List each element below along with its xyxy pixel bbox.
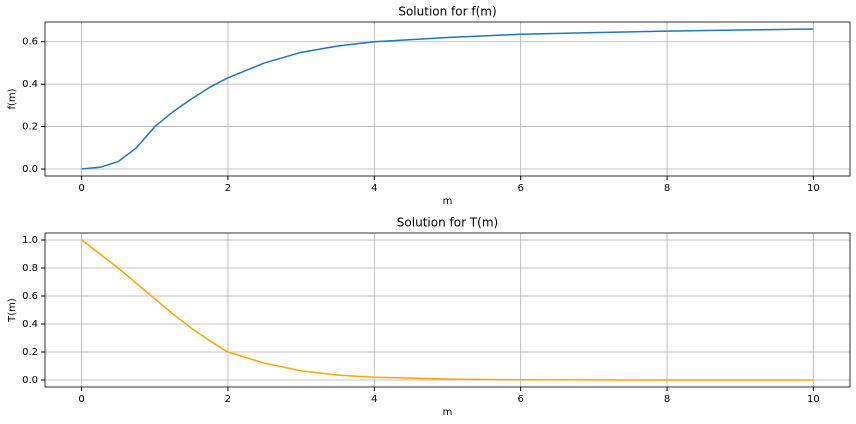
axes-frame: [44, 232, 851, 388]
y-axis-label: f(m): [7, 88, 18, 109]
y-tick-label: 0.2: [22, 122, 38, 133]
y-axis-label: T(m): [7, 298, 18, 323]
x-tick-label: 2: [225, 394, 231, 405]
x-tick-label: 4: [371, 394, 377, 405]
x-tick-label: 10: [807, 183, 820, 194]
y-tick-label: 0.8: [22, 263, 38, 274]
y-tick-label: 0.6: [22, 37, 38, 48]
x-tick-label: 2: [225, 183, 231, 194]
x-tick-label: 10: [807, 394, 820, 405]
x-axis-label: m: [443, 196, 453, 207]
data-line: [81, 28, 814, 170]
data-line: [81, 239, 814, 381]
y-tick-label: 1.0: [22, 235, 38, 246]
x-axis-label: m: [443, 407, 453, 418]
x-tick-label: 4: [371, 183, 377, 194]
y-tick-label: 0.6: [22, 291, 38, 302]
y-tick-label: 0.2: [22, 347, 38, 358]
y-tick-label: 0.0: [22, 375, 38, 386]
y-tick-label: 0.0: [22, 164, 38, 175]
y-tick-label: 0.4: [22, 319, 38, 330]
chart-title: Solution for f(m): [398, 5, 496, 19]
y-tick-label: 0.4: [22, 79, 38, 90]
x-tick-label: 6: [517, 183, 523, 194]
x-tick-label: 8: [664, 183, 670, 194]
x-tick-label: 0: [78, 394, 84, 405]
axes-frame: [44, 21, 851, 177]
x-tick-label: 6: [517, 394, 523, 405]
x-tick-label: 0: [78, 183, 84, 194]
x-tick-label: 8: [664, 394, 670, 405]
chart-title: Solution for T(m): [397, 216, 498, 230]
